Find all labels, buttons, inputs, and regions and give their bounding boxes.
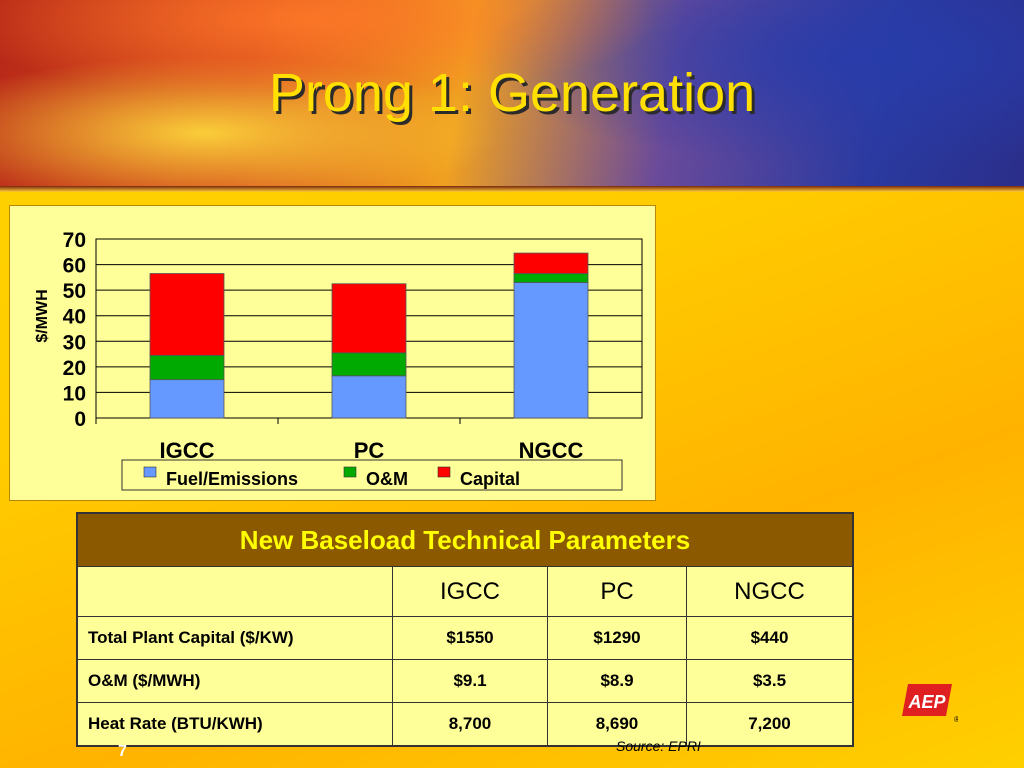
table-row: O&M ($/MWH) $9.1 $8.9 $3.5 [76,659,854,703]
bar-segment [513,282,589,419]
y-tick-label: 70 [63,229,86,252]
column-header-blank [76,566,393,617]
header-banner [0,0,1024,190]
x-category-label: NGCC [519,438,584,463]
aep-logo: AEP ® [902,684,958,724]
chart-x-labels: IGCC PC NGCC [160,438,584,463]
column-header-pc: PC [547,566,687,617]
legend-label: Fuel/Emissions [166,469,298,489]
bar-segment [149,354,225,381]
row-label: O&M ($/MWH) [76,659,393,703]
table-cell: $1550 [392,616,548,660]
chart-y-axis-label: $/MWH [34,289,51,342]
y-tick-label: 10 [63,382,86,405]
legend-swatch [437,466,451,478]
y-tick-label: 40 [63,306,86,329]
bar-segment [149,379,225,419]
table-cell: 8,700 [392,702,548,747]
legend-box [121,459,623,491]
y-tick-label: 30 [63,331,86,354]
legend-label: O&M [366,469,408,489]
table-row: Total Plant Capital ($/KW) $1550 $1290 $… [76,616,854,660]
chart-bars [149,252,589,419]
table-cell: $440 [686,616,854,660]
bar-segment [331,352,407,377]
x-category-label: PC [354,438,385,463]
slide-title: Prong 1: Generation [268,63,756,123]
bar-segment [513,273,589,283]
bar-segment [331,283,407,354]
table-cell: $3.5 [686,659,854,703]
y-tick-label: 20 [63,357,86,380]
bar-segment [331,375,407,419]
row-label: Total Plant Capital ($/KW) [76,616,393,660]
table-row: Heat Rate (BTU/KWH) 8,700 8,690 7,200 [76,702,854,747]
y-tick-label: 0 [74,408,86,431]
page-number: 7 [118,743,127,760]
y-tick-label: 50 [63,280,86,303]
legend-label: Capital [460,469,520,489]
y-tick-label: 60 [63,255,86,278]
chart-legend: Fuel/Emissions O&M Capital [121,459,623,491]
table-header-row: IGCC PC NGCC [76,566,854,617]
source-note: Source: EPRI [616,738,701,754]
legend-swatch [143,466,157,478]
column-header-ngcc: NGCC [686,566,854,617]
column-header-igcc: IGCC [392,566,548,617]
table-cell: $1290 [547,616,687,660]
table-cell: 8,690 [547,702,687,747]
legend-swatch [343,466,357,478]
bar-segment [149,273,225,356]
bar-segment [513,252,589,274]
table-cell: $9.1 [392,659,548,703]
registered-mark: ® [954,715,958,724]
header-divider [0,186,1024,192]
chart-panel: 0 10 20 30 40 50 60 70 IGCC PC NGCC $/MWH Fuel/Em… [9,205,656,501]
table-title: New Baseload Technical Parameters [76,512,854,567]
row-label: Heat Rate (BTU/KWH) [76,702,393,747]
table-cell: $8.9 [547,659,687,703]
x-category-label: IGCC [160,438,215,463]
parameters-table: New Baseload Technical Parameters IGCC P… [76,512,854,747]
logo-text: AEP [907,692,946,712]
table-cell: 7,200 [686,702,854,747]
